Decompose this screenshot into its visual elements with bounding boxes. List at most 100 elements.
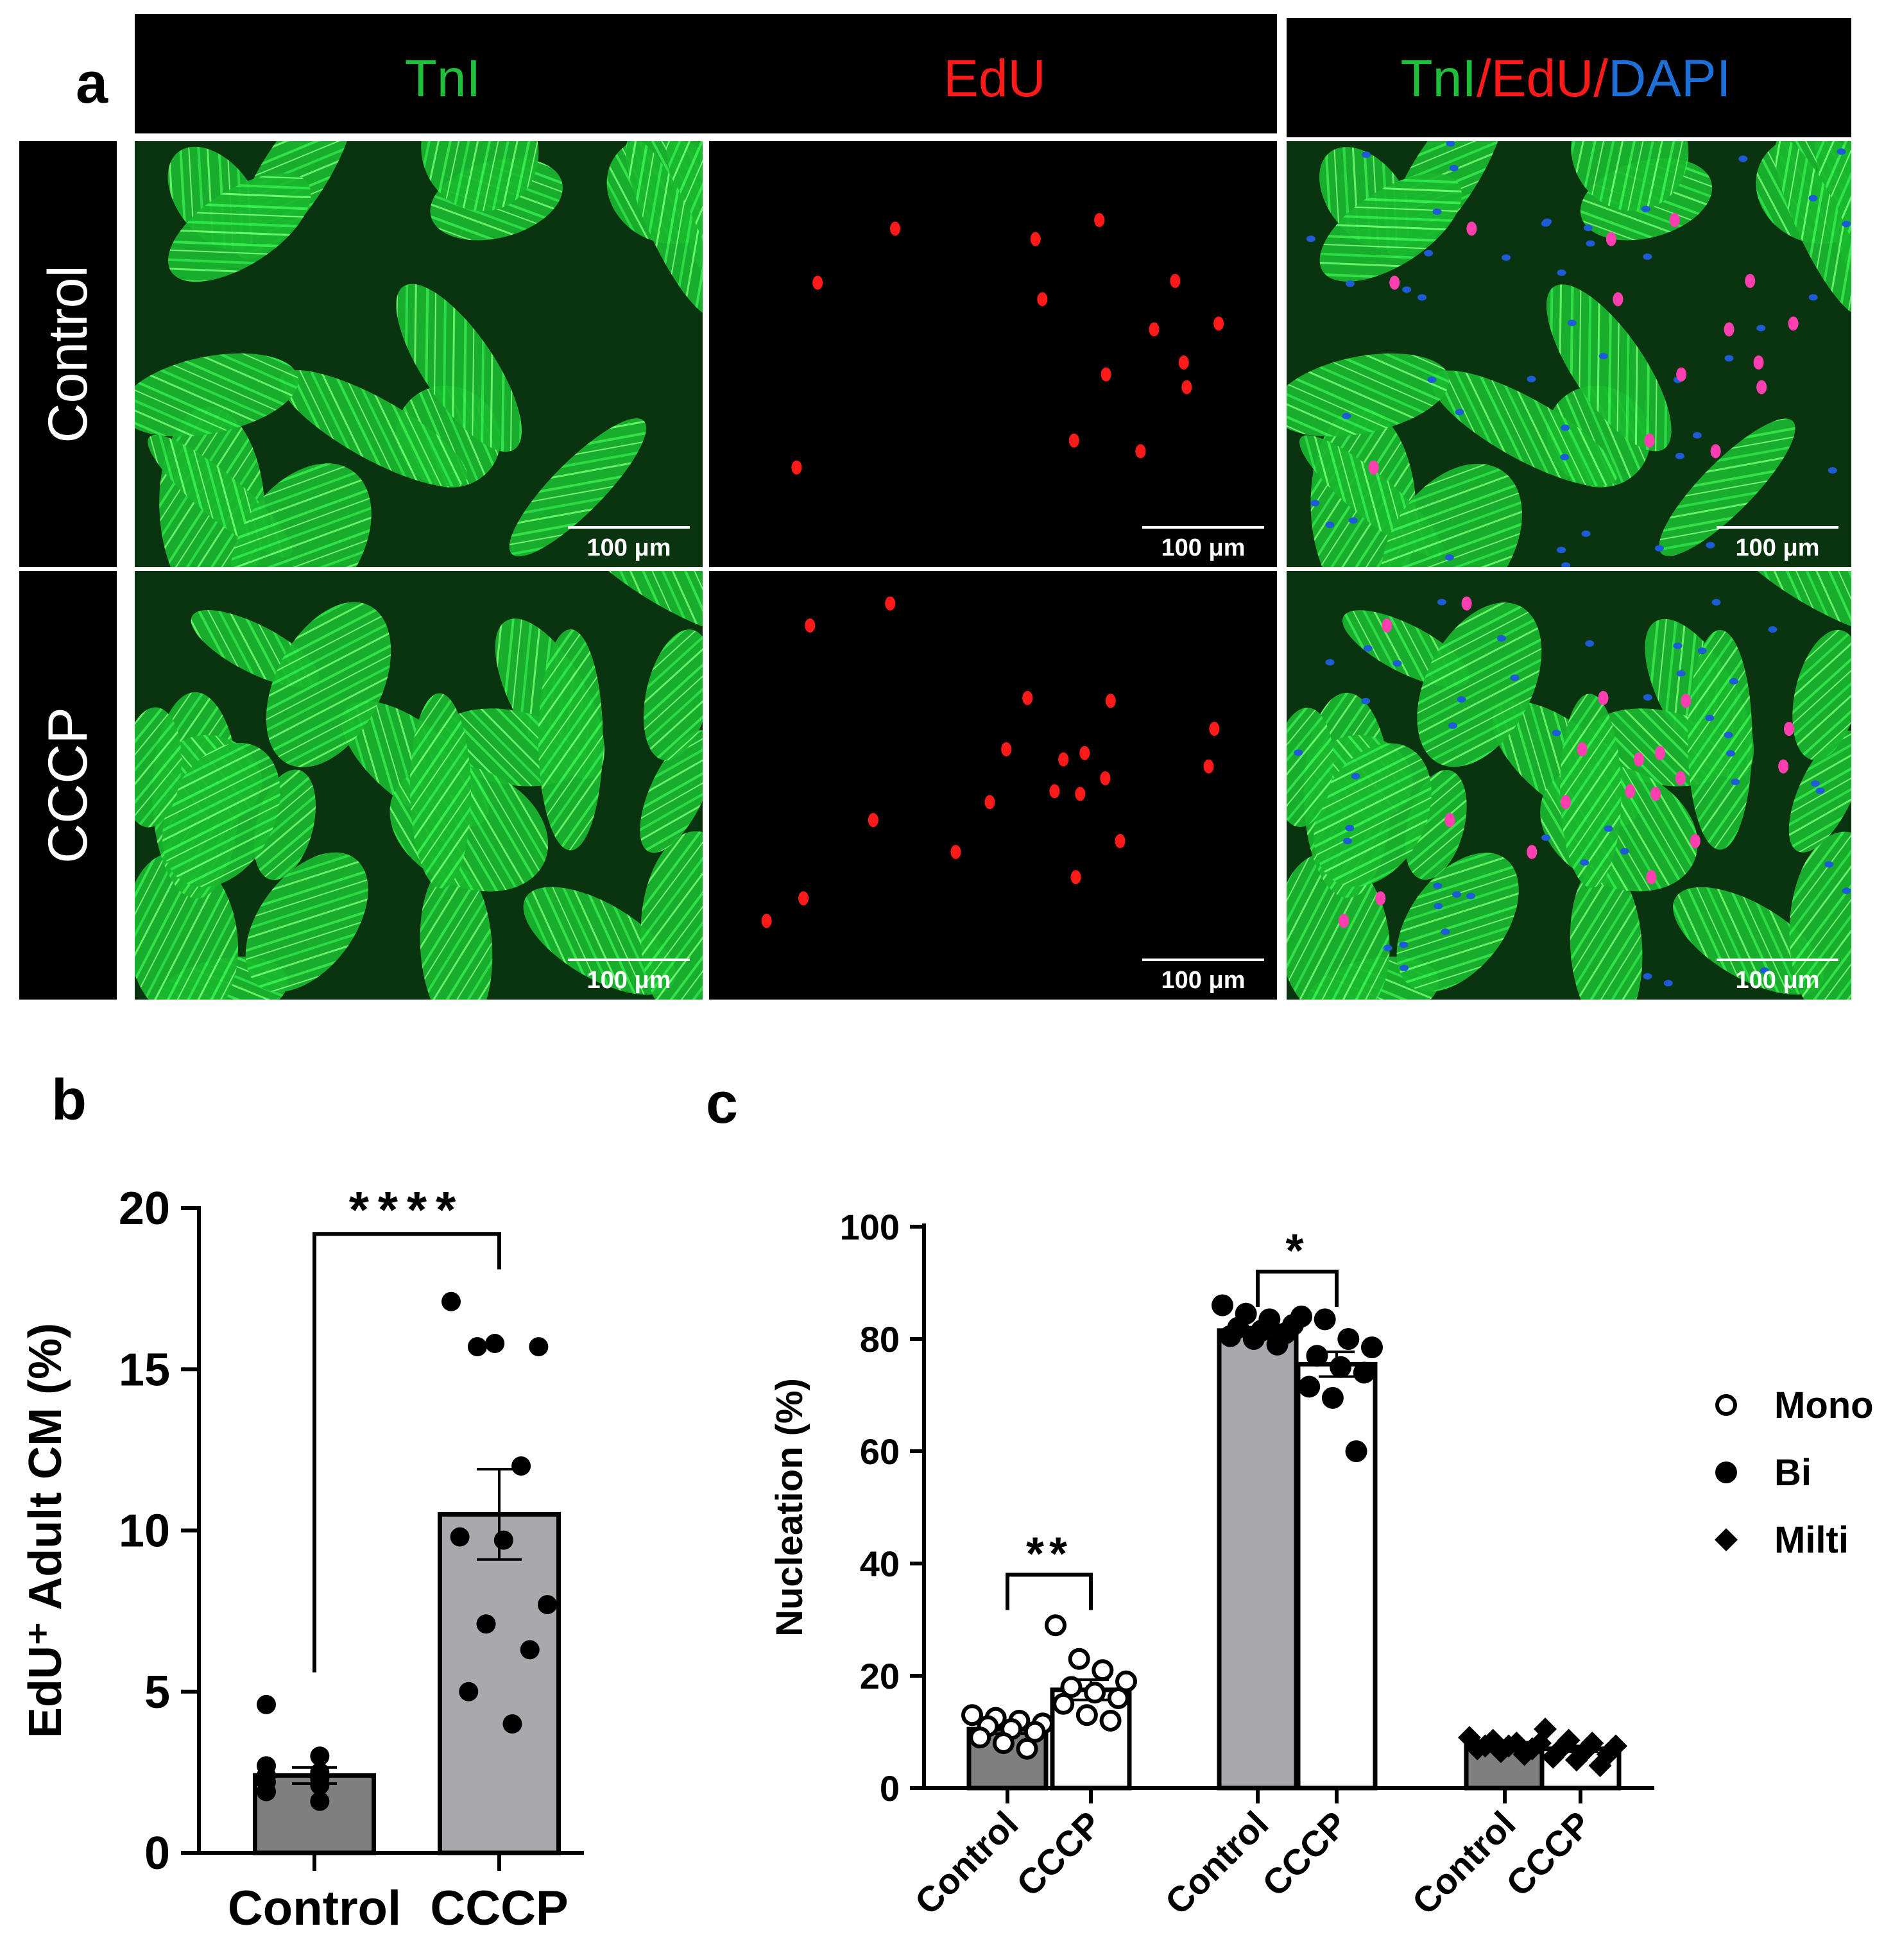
edu-nucleus — [1644, 433, 1655, 448]
data-point — [1298, 1376, 1321, 1398]
edu-nucleus — [1676, 367, 1687, 382]
data-point — [969, 1726, 991, 1749]
dapi-nucleus — [1557, 269, 1566, 277]
edu-nucleus — [1577, 742, 1588, 756]
cardiomyocyte-shape — [1571, 141, 1689, 211]
significance-label: **** — [349, 1181, 465, 1238]
edu-nucleus — [1135, 444, 1146, 459]
cardiomyocyte-shape — [1813, 141, 1851, 284]
edu-nucleus — [1598, 690, 1609, 705]
cardiomyocyte-shape — [1287, 708, 1333, 828]
data-point — [1045, 1614, 1066, 1637]
y-tick-label: 100 — [840, 1207, 900, 1247]
dapi-nucleus — [1828, 467, 1837, 474]
cardiomyocyte-shape — [1287, 353, 1450, 437]
data-point — [1512, 1743, 1536, 1766]
edu-nucleus — [1690, 833, 1700, 848]
data-point — [511, 1456, 531, 1476]
edu-nucleus — [1149, 322, 1160, 337]
scale-bar-label: 100 μm — [1161, 534, 1246, 561]
micrograph-control-edu: 100 μm — [709, 141, 1277, 567]
y-tick-label: 10 — [119, 1506, 170, 1557]
dapi-nucleus — [1557, 547, 1566, 554]
data-point — [1541, 1745, 1565, 1769]
cardiomyocyte-shape — [509, 418, 647, 557]
dapi-nucleus — [1583, 225, 1593, 232]
legend-marker — [1715, 1461, 1737, 1483]
edu-nucleus — [1375, 891, 1386, 906]
header-bar-right — [1287, 18, 1851, 137]
dapi-nucleus — [1345, 824, 1355, 831]
header-edu: EdU — [943, 49, 1046, 108]
edu-nucleus — [1070, 870, 1081, 885]
data-point — [538, 1595, 557, 1615]
y-tick-label: 5 — [144, 1667, 170, 1718]
row-label-bar-control — [19, 141, 117, 567]
dapi-nucleus — [1581, 530, 1591, 537]
y-tick-label: 15 — [119, 1344, 170, 1395]
edu-nucleus — [1022, 690, 1033, 705]
cardiomyocyte-shape — [396, 284, 522, 452]
x-tick-label: CCCP — [1255, 1803, 1355, 1904]
dapi-nucleus — [1560, 454, 1570, 461]
cardiomyocyte-shape — [538, 629, 603, 851]
header-bar-left — [135, 14, 1277, 133]
data-point — [1534, 1717, 1557, 1741]
edu-nucleus — [868, 813, 878, 828]
cardiomyocyte-shape — [245, 852, 368, 993]
cardiomyocyte-shape — [135, 707, 182, 828]
cardiomyocyte-shape — [266, 602, 391, 767]
dapi-nucleus — [1432, 208, 1442, 215]
cardiomyocyte-shape — [167, 173, 311, 282]
cardiomyocyte-shape — [664, 141, 703, 285]
micrograph-control-merge: 100 μm — [1287, 141, 1851, 567]
data-point — [1588, 1754, 1612, 1777]
dapi-nucleus — [1392, 660, 1402, 667]
edu-nucleus — [1389, 275, 1400, 290]
header-merge-slash-1: / — [1477, 49, 1491, 108]
dapi-nucleus — [1760, 967, 1769, 974]
dapi-nucleus — [1810, 780, 1820, 787]
cardiomyocyte-shape — [1788, 730, 1851, 853]
cardiomyocyte-shape — [1570, 864, 1643, 1000]
micrograph-content — [1287, 141, 1851, 567]
dapi-nucleus — [1449, 164, 1459, 171]
data-point — [1099, 1710, 1122, 1732]
micrograph-content — [135, 141, 703, 567]
row-label-control: Control — [37, 265, 99, 443]
cardiomyocyte-shape — [571, 571, 703, 638]
data-point — [441, 1291, 461, 1311]
header-merge: TnI/EdU/DAPI — [1401, 49, 1731, 108]
row-labels: Control CCCP — [19, 141, 117, 1000]
dapi-nucleus — [1705, 714, 1715, 721]
edu-nucleus — [1209, 722, 1220, 737]
legend-marker — [1715, 1394, 1737, 1416]
dapi-nucleus — [1541, 834, 1551, 841]
edu-nucleus — [1181, 380, 1192, 395]
cardiomyocyte-shape — [644, 629, 703, 761]
y-tick-label: 20 — [119, 1183, 170, 1234]
dapi-nucleus — [1424, 250, 1434, 257]
dapi-nucleus — [1294, 749, 1303, 756]
data-point — [493, 1530, 513, 1550]
dapi-nucleus — [1673, 642, 1683, 649]
data-point — [1052, 1692, 1075, 1715]
edu-nucleus — [1669, 213, 1680, 228]
data-point — [1107, 1687, 1129, 1709]
edu-nucleus — [1527, 844, 1538, 859]
dapi-nucleus — [1561, 562, 1571, 567]
cardiomyocyte-shape — [420, 863, 493, 1000]
dapi-nucleus — [1641, 205, 1650, 212]
data-point — [1321, 1386, 1344, 1409]
legend-label: Milti — [1774, 1519, 1849, 1561]
y-tick-label: 20 — [860, 1656, 900, 1696]
edu-nucleus — [1675, 771, 1686, 786]
data-point — [459, 1682, 479, 1701]
y-tick-label: 40 — [860, 1544, 900, 1584]
dapi-nucleus — [1552, 729, 1561, 737]
panel-c-label: c — [706, 1071, 738, 1136]
edu-nucleus — [798, 891, 809, 906]
y-axis-label: EdU⁺ Adult CM (%) — [20, 1323, 71, 1738]
header-tni-text: TnI — [405, 49, 481, 108]
